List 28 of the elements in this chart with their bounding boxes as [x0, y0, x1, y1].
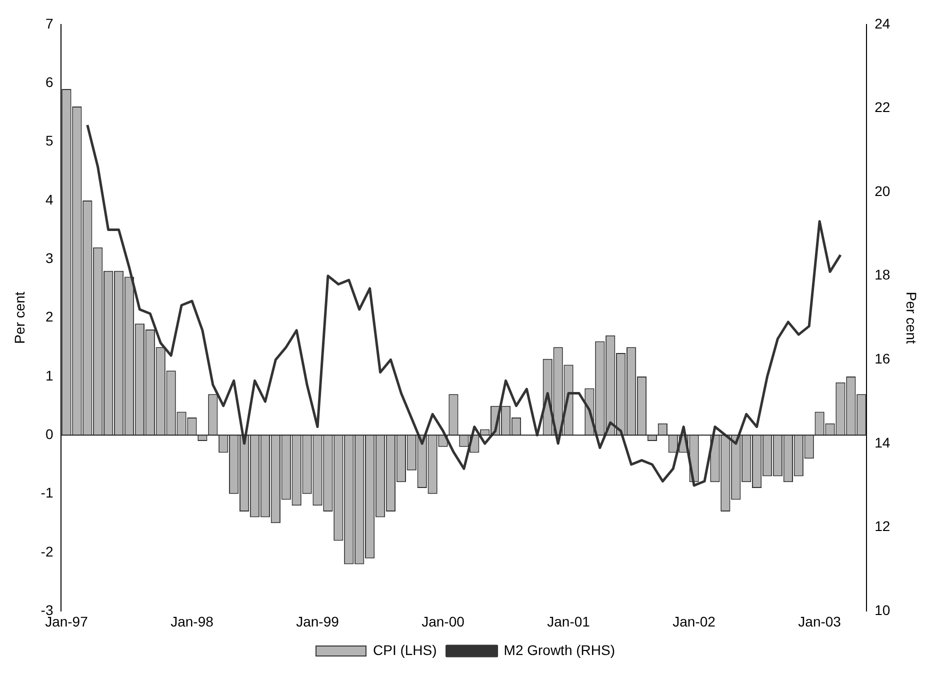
y-tick-label: 0 — [45, 426, 54, 442]
y2-tick-label: 22 — [874, 99, 890, 116]
y-tick-label: 6 — [45, 74, 54, 90]
y-tick-label: 5 — [45, 132, 54, 149]
x-tick-label: Jan-99 — [296, 613, 340, 630]
y2-tick-label: 16 — [874, 350, 890, 367]
legend-label: M2 Growth (RHS) — [504, 642, 616, 658]
x-tick-label: Jan-98 — [170, 613, 214, 630]
y-tick-label: 3 — [45, 250, 54, 266]
y-axis-title: Per cent — [11, 292, 28, 344]
y2-tick-label: 14 — [874, 434, 890, 450]
y-tick-label: -2 — [40, 543, 54, 560]
y-tick-label: 4 — [45, 191, 54, 208]
y2-tick-label: 12 — [874, 518, 890, 534]
y2-tick-label: 24 — [874, 15, 890, 32]
y-tick-label: 2 — [45, 308, 54, 325]
x-tick-label: Jan-02 — [672, 613, 716, 630]
y2-tick-label: 10 — [874, 602, 890, 618]
x-tick-label: Jan-03 — [798, 613, 842, 630]
x-tick-label: Jan-01 — [547, 613, 590, 630]
y2-tick-label: 20 — [874, 182, 890, 199]
y-tick-label: 1 — [45, 367, 54, 384]
y-tick-label: 7 — [45, 15, 54, 32]
y2-axis-title: Per cent — [904, 292, 920, 344]
legend-label: CPI (LHS) — [372, 642, 437, 658]
y-tick-label: -1 — [40, 484, 54, 501]
y2-tick-label: 18 — [874, 266, 890, 283]
x-tick-label: Jan-00 — [422, 613, 465, 630]
